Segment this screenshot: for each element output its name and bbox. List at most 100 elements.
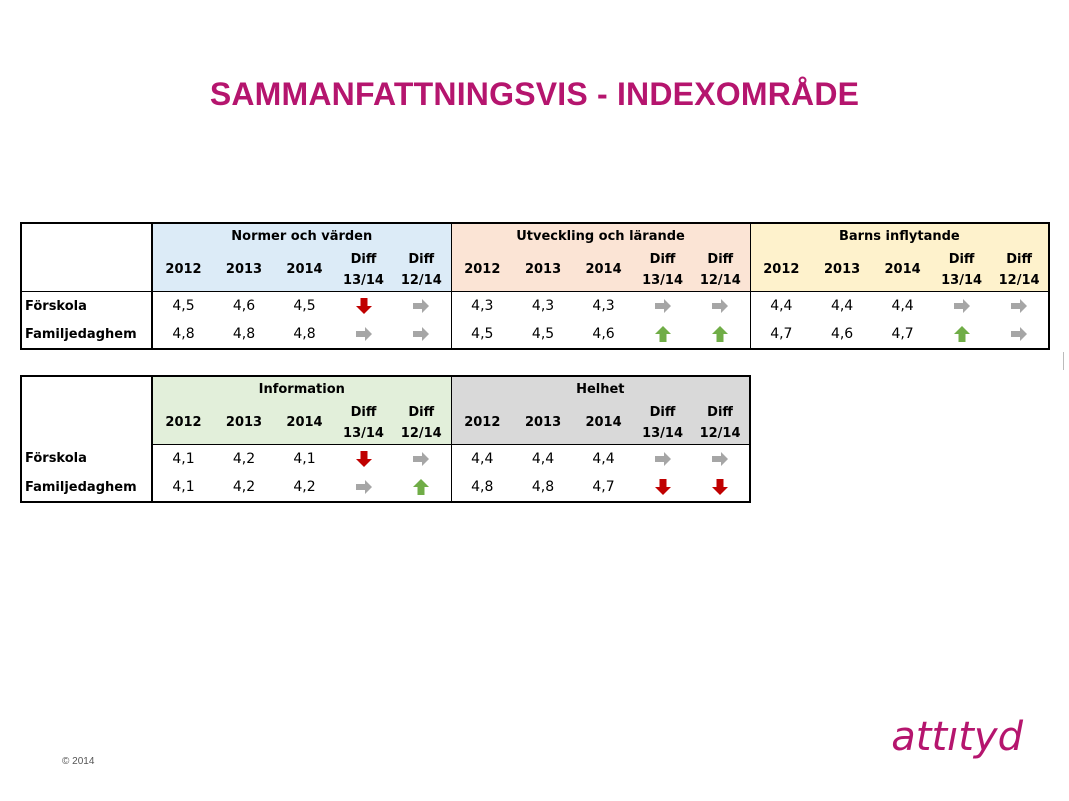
row-label: Förskola — [20, 291, 153, 320]
row-label: Familjedaghem — [20, 473, 153, 503]
arrow-flat-icon — [654, 452, 671, 466]
trend-cell — [335, 292, 392, 321]
arrow-flat-icon — [413, 452, 430, 466]
trend-cell — [392, 473, 452, 503]
arrow-up-icon — [953, 326, 970, 342]
corner-cell — [20, 375, 153, 445]
value-cell: 4,1 — [152, 473, 214, 503]
value-cell: 4,7 — [573, 473, 635, 503]
arrow-flat-icon — [413, 327, 430, 341]
table-row: Förskola 4,5 4,6 4,5 4,3 4,3 4,3 4,4 4,4 4,4 — [20, 291, 1051, 321]
corner-cell — [20, 222, 153, 292]
group-header: Barns inflytande — [749, 222, 1051, 248]
trend-cell — [634, 473, 692, 503]
diff-header: Diff 12/14 — [691, 401, 752, 445]
arrow-down-icon — [654, 479, 671, 495]
arrow-up-icon — [712, 326, 729, 342]
year-header: 2012 — [450, 401, 514, 445]
value-cell: 4,8 — [450, 473, 514, 503]
arrow-up-icon — [654, 326, 671, 342]
year-header: 2014 — [274, 401, 335, 445]
row-label: Familjedaghem — [20, 320, 153, 350]
year-header: 2014 — [872, 248, 934, 292]
value-cell: 4,4 — [891, 298, 914, 314]
arrow-flat-icon — [355, 480, 372, 494]
year-header: 2013 — [812, 248, 873, 292]
diff-header: Diff 12/14 — [392, 401, 452, 445]
diff-header: Diff 13/14 — [335, 401, 392, 445]
trend-cell — [392, 292, 451, 321]
arrow-flat-icon — [654, 299, 671, 313]
value-cell: 4,4 — [592, 451, 615, 467]
group-header: Information — [152, 375, 452, 401]
arrow-flat-icon — [413, 299, 430, 313]
value-cell: 4,6 — [573, 320, 635, 350]
year-header: 2014 — [274, 248, 335, 292]
value-cell: 4,7 — [872, 320, 934, 350]
value-cell: 4,7 — [749, 320, 813, 350]
trend-cell — [634, 320, 692, 350]
year-header: 2013 — [513, 401, 574, 445]
arrow-flat-icon — [355, 327, 372, 341]
trend-cell — [691, 320, 751, 350]
trend-cell — [691, 292, 750, 321]
value-cell: 4,6 — [812, 320, 873, 350]
arrow-down-icon — [355, 451, 372, 467]
row-label: Förskola — [20, 444, 153, 473]
value-cell: 4,2 — [274, 473, 335, 503]
year-header: 2014 — [573, 401, 635, 445]
trend-cell — [634, 445, 691, 474]
trend-cell — [933, 320, 991, 350]
arrow-flat-icon — [712, 452, 729, 466]
year-header: 2012 — [152, 401, 214, 445]
arrow-down-icon — [712, 479, 729, 495]
arrow-flat-icon — [953, 299, 970, 313]
arrow-flat-icon — [1011, 299, 1028, 313]
diff-header: Diff 13/14 — [335, 248, 392, 292]
value-cell: 4,4 — [830, 298, 854, 314]
copyright: © 2014 — [62, 756, 95, 767]
trend-cell — [335, 445, 392, 474]
diff-header: Diff 13/14 — [634, 248, 692, 292]
table-row: Förskola 4,1 4,2 4,1 4,4 4,4 4,4 — [20, 444, 752, 474]
value-cell: 4,5 — [450, 320, 514, 350]
trend-cell — [335, 473, 392, 503]
arrow-flat-icon — [712, 299, 729, 313]
group-header: Utveckling och lärande — [450, 222, 751, 248]
arrow-flat-icon — [1011, 327, 1028, 341]
value-cell: 4,8 — [152, 320, 214, 350]
value-cell: 4,8 — [513, 473, 574, 503]
year-header: 2013 — [214, 248, 274, 292]
table-row: Familjedaghem 4,8 4,8 4,8 4,5 4,5 4,6 4,7 4,6 4,7 — [20, 320, 1051, 350]
trend-cell — [392, 445, 451, 474]
value-cell: 4,3 — [450, 291, 514, 320]
trend-cell — [335, 320, 392, 350]
year-header: 2012 — [749, 248, 813, 292]
value-cell: 4,8 — [274, 320, 335, 350]
value-cell: 4,4 — [450, 444, 514, 473]
value-cell: 4,1 — [172, 451, 195, 467]
arrow-down-icon — [355, 298, 372, 314]
group-header: Helhet — [450, 375, 752, 401]
value-cell: 4,5 — [513, 320, 574, 350]
diff-header: Diff 13/14 — [933, 248, 991, 292]
diff-header: Diff 13/14 — [634, 401, 692, 445]
trend-cell — [990, 291, 1051, 320]
value-cell: 4,2 — [232, 451, 256, 467]
value-cell: 4,4 — [531, 451, 555, 467]
trend-cell — [933, 292, 990, 321]
year-header: 2012 — [152, 248, 214, 292]
trend-cell — [691, 473, 752, 503]
attityd-logo: attıtyd — [891, 714, 1023, 760]
trend-cell — [691, 444, 752, 473]
value-cell: 4,3 — [531, 298, 555, 314]
arrow-up-icon — [413, 479, 430, 495]
value-cell: 4,4 — [749, 291, 813, 320]
value-cell: 4,5 — [172, 298, 195, 314]
index-table-1: Normer och värden Utveckling och lärande… — [20, 222, 1051, 350]
year-header: 2013 — [513, 248, 574, 292]
index-table-2: Information Helhet 2012 2013 2014 Diff 13… — [20, 375, 752, 503]
trend-cell — [990, 320, 1051, 350]
trend-cell — [634, 292, 691, 321]
value-cell: 4,8 — [214, 320, 274, 350]
